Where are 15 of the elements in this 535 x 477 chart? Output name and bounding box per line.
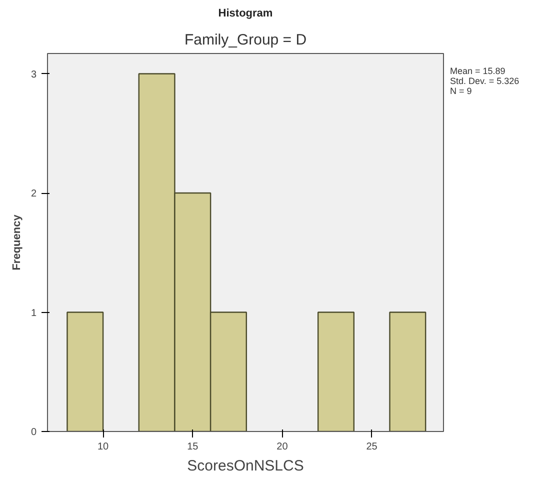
x-tick-label: 25 bbox=[366, 442, 378, 452]
text: Std. Dev. = 5.326 bbox=[450, 76, 520, 86]
x-tick-label: 20 bbox=[276, 442, 288, 452]
x-tick-label: 15 bbox=[187, 442, 199, 452]
y-tick-label: 1 bbox=[30, 308, 37, 319]
x-tick-label: 10 bbox=[97, 442, 110, 452]
text: Mean = 15.89 bbox=[450, 66, 506, 76]
y-axis-title: Frequency bbox=[10, 214, 23, 270]
y-tick-label: 3 bbox=[30, 69, 37, 80]
chart-title: Histogram bbox=[218, 8, 273, 20]
text: N = 9 bbox=[450, 86, 472, 96]
y-tick-label: 2 bbox=[30, 188, 37, 200]
x-axis-title: ScoresOnNSLCS bbox=[187, 458, 304, 474]
y-tick-label: 0 bbox=[30, 427, 37, 438]
chart-subtitle: Family_Group = D bbox=[184, 32, 307, 48]
